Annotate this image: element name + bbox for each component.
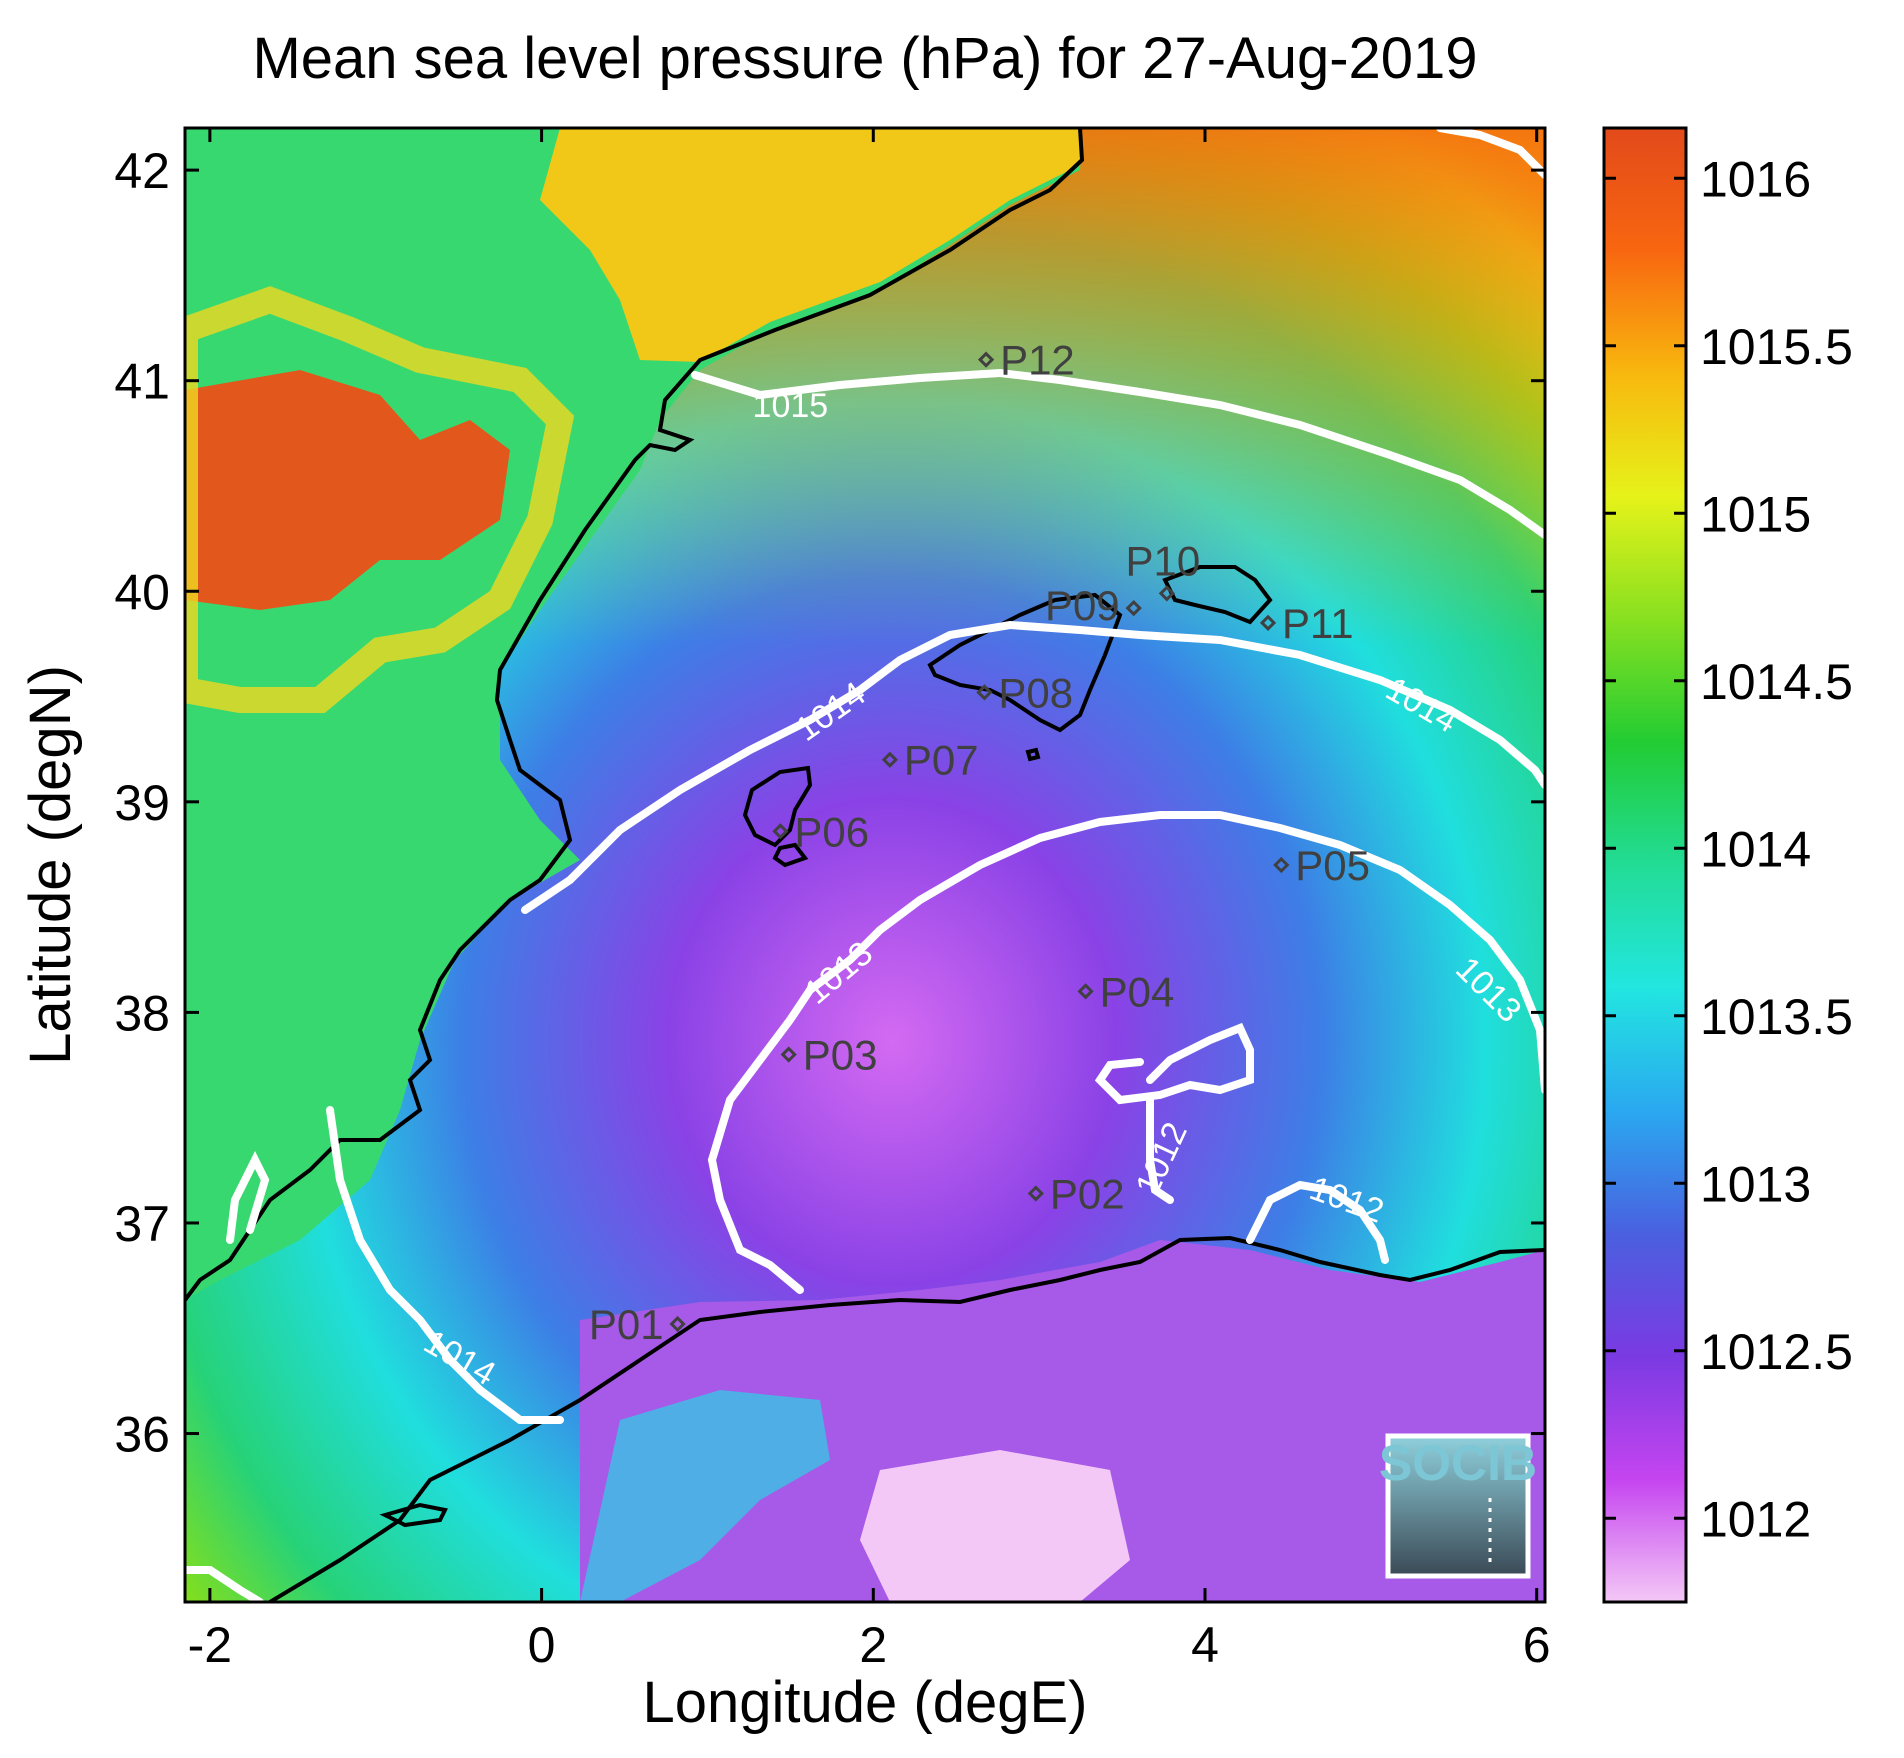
y-axis: 36 37 38 39 40 41 42 — [114, 143, 1545, 1463]
station-marker — [1027, 1185, 1044, 1202]
x-tick-label: 0 — [528, 1617, 556, 1673]
menorca-coastline — [1162, 565, 1273, 625]
isobar-1012-core — [1094, 1022, 1254, 1105]
station-label: P06 — [794, 808, 869, 855]
station-label: P11 — [1282, 600, 1354, 647]
station-marker — [772, 823, 789, 840]
station-label: P12 — [1000, 337, 1075, 384]
station-marker — [1259, 614, 1277, 631]
y-axis-label: Latitude (degN) — [18, 665, 83, 1065]
colorbar-tick-label: 1016 — [1700, 151, 1811, 207]
africa-bright-spot — [860, 1450, 1130, 1602]
station-label: P04 — [1100, 968, 1175, 1015]
y-tick-label: 37 — [114, 1196, 170, 1252]
mallorca-coastline — [927, 592, 1123, 733]
map-area — [185, 128, 1545, 1602]
station-marker — [977, 351, 995, 368]
isobar-1012-core-tail — [1146, 1096, 1174, 1204]
station-label: P10 — [1125, 537, 1200, 584]
x-tick-label: 4 — [1191, 1617, 1219, 1673]
station-label: P02 — [1050, 1170, 1125, 1217]
colorbar-tick-label: 1013 — [1700, 1156, 1811, 1212]
logo-text: SOCIB — [1379, 1435, 1537, 1491]
colorbar-ticks: 1012 1012.5 1013 1013.5 1014 1014.5 1015 1015.5… — [1604, 151, 1853, 1547]
africa-cyan-band — [580, 1390, 830, 1602]
x-axis: -2 0 2 4 6 — [188, 128, 1551, 1673]
isobars — [185, 128, 1545, 1602]
x-tick-label: 6 — [1523, 1617, 1551, 1673]
ibiza-coastline — [742, 765, 813, 848]
y-tick-label: 36 — [114, 1407, 170, 1463]
colorbar-gradient — [1602, 126, 1688, 1604]
y-tick-label: 39 — [114, 775, 170, 831]
station-marker — [669, 1315, 686, 1333]
station-label: P01 — [589, 1301, 664, 1348]
colorbar-tick-label: 1014.5 — [1700, 654, 1853, 710]
y-tick-label: 40 — [114, 564, 170, 620]
colorbar-tick-label: 1012 — [1700, 1491, 1811, 1547]
station-label: P08 — [998, 669, 1073, 716]
cabrera-islet — [1025, 747, 1041, 762]
africa-land-field — [580, 1240, 1545, 1602]
iberia-land-field — [185, 128, 1082, 1300]
colorbar-tick-label: 1015.5 — [1700, 319, 1853, 375]
north-africa-coastline — [268, 1235, 1545, 1602]
isobar-1016-corner — [1436, 128, 1545, 179]
y-tick-label: 42 — [114, 143, 170, 199]
station-marker — [1125, 599, 1142, 617]
plot-frame — [183, 126, 1547, 1604]
station-marker — [1273, 856, 1290, 874]
pyrenees-high-field — [540, 128, 1082, 362]
chart-title: Mean sea level pressure (hPa) for 27-Aug… — [252, 26, 1477, 91]
meseta-orange-field — [185, 370, 510, 610]
station-marker — [780, 1046, 797, 1063]
y-tick-label: 38 — [114, 985, 170, 1041]
meseta-yellow-field — [185, 286, 575, 713]
isobar-1012-south — [1246, 1180, 1389, 1264]
iberian-coastline — [185, 128, 1085, 1302]
x-tick-label: 2 — [859, 1617, 887, 1673]
station-marker — [1077, 983, 1094, 1000]
y-tick-label: 41 — [114, 354, 170, 410]
colorbar-tick-label: 1013.5 — [1700, 989, 1853, 1045]
station-label: P07 — [904, 737, 979, 784]
station-marker — [976, 684, 993, 701]
coastlines — [185, 128, 1545, 1602]
x-tick-label: -2 — [188, 1617, 232, 1673]
logo-box — [1385, 1433, 1531, 1579]
alboran-islet — [379, 1502, 448, 1528]
isobar-label: 1015 — [753, 387, 829, 425]
colorbar: 1012 1012.5 1013 1013.5 1014 1014.5 1015 1015.5… — [1602, 126, 1853, 1604]
isobar-1014-north — [521, 620, 1545, 914]
station-label: P03 — [803, 1032, 878, 1079]
colorbar-tick-label: 1015 — [1700, 486, 1811, 542]
isobar-1014-southwest — [326, 1106, 564, 1424]
isobar-1013 — [707, 811, 1545, 1294]
socib-logo: SOCIB — [1379, 1433, 1537, 1579]
x-axis-label: Longitude (degE) — [643, 1670, 1088, 1735]
station-label: P05 — [1295, 842, 1370, 889]
station-label: P09 — [1045, 582, 1120, 629]
isobar-1014-corner — [185, 1566, 264, 1602]
isobar-1014-west-edge — [226, 1151, 270, 1244]
station-marker — [881, 751, 898, 768]
station-marker — [1158, 585, 1175, 602]
colorbar-tick-label: 1014 — [1700, 821, 1811, 877]
isobar-1015 — [691, 368, 1545, 539]
colorbar-tick-label: 1012.5 — [1700, 1324, 1853, 1380]
formentera-coastline — [772, 842, 809, 868]
